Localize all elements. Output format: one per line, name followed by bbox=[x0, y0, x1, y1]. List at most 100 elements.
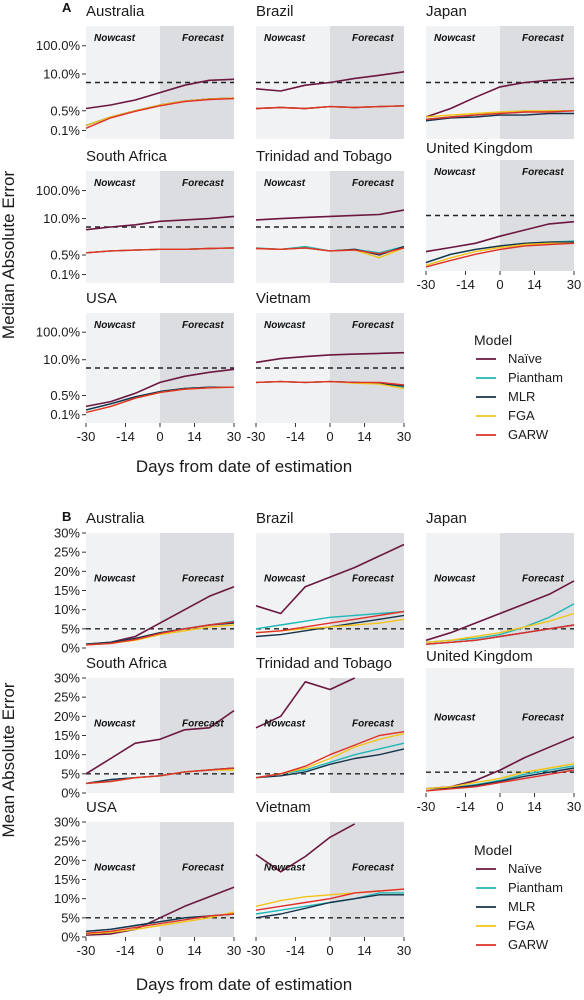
x-tick-label: 14 bbox=[527, 277, 541, 292]
section-label: A bbox=[62, 0, 72, 15]
y-tick-label: 0% bbox=[61, 930, 80, 945]
forecast-label: Forecast bbox=[352, 320, 394, 331]
nowcast-label: Nowcast bbox=[94, 178, 136, 189]
legend-label: MLR bbox=[508, 389, 535, 404]
series-line-garw bbox=[255, 610, 405, 634]
panel-south-africa bbox=[85, 709, 235, 785]
x-tick-label: 0 bbox=[496, 799, 503, 814]
y-tick-label: 0.1% bbox=[50, 407, 80, 422]
series-line-garw bbox=[255, 888, 405, 911]
forecast-shade bbox=[330, 822, 404, 937]
nowcast-label: Nowcast bbox=[264, 718, 306, 729]
forecast-label: Forecast bbox=[352, 33, 394, 44]
y-tick-label: 100.0% bbox=[36, 38, 81, 53]
x-tick-label: 14 bbox=[527, 799, 541, 814]
forecast-label: Forecast bbox=[352, 862, 394, 873]
legend-title: Model bbox=[474, 332, 512, 348]
panel-title: Australia bbox=[86, 3, 145, 20]
legend-label: Piantham bbox=[508, 880, 563, 895]
x-tick-label: 14 bbox=[187, 943, 201, 958]
series-line-mlr bbox=[425, 241, 574, 264]
x-axis-title: Days from date of estimation bbox=[136, 457, 352, 476]
y-tick-label: 10.0% bbox=[43, 66, 80, 81]
panel-united-kingdom bbox=[425, 736, 575, 792]
series-line-garw bbox=[85, 621, 235, 646]
series-line-garw bbox=[425, 110, 575, 120]
series-line-mlr bbox=[425, 112, 574, 122]
x-tick-label: 30 bbox=[567, 799, 581, 814]
forecast-label: Forecast bbox=[182, 33, 224, 44]
y-tick-label: 10.0% bbox=[43, 352, 80, 367]
nowcast-label: Nowcast bbox=[434, 573, 476, 584]
nowcast-shade bbox=[86, 678, 160, 793]
forecast-label: Forecast bbox=[182, 718, 224, 729]
panel-title: South Africa bbox=[86, 655, 168, 672]
panel-title: United Kingdom bbox=[426, 140, 533, 157]
y-tick-label: 0% bbox=[61, 641, 80, 656]
legend-label: Naïve bbox=[508, 861, 542, 876]
y-tick-label: 0.5% bbox=[50, 388, 80, 403]
section-label: B bbox=[62, 509, 71, 524]
x-tick-label: 0 bbox=[156, 943, 163, 958]
x-tick-label: 30 bbox=[567, 277, 581, 292]
nowcast-label: Nowcast bbox=[434, 167, 476, 178]
legend-label: GARW bbox=[508, 937, 549, 952]
panel-japan bbox=[425, 580, 575, 645]
series-line-garw bbox=[85, 913, 235, 934]
legend-label: FGA bbox=[508, 918, 535, 933]
panel-australia bbox=[85, 78, 235, 129]
forecast-label: Forecast bbox=[182, 573, 224, 584]
x-tick-label: -14 bbox=[116, 429, 135, 444]
panel-united-kingdom bbox=[425, 214, 575, 268]
panel-usa bbox=[85, 886, 235, 936]
series-line-mlr bbox=[255, 748, 405, 779]
nowcast-label: Nowcast bbox=[94, 33, 136, 44]
series-line-naive bbox=[85, 886, 235, 936]
y-tick-label: 10.0% bbox=[43, 211, 80, 226]
legend-label: GARW bbox=[508, 427, 549, 442]
y-tick-label: 15% bbox=[54, 728, 80, 743]
forecast-label: Forecast bbox=[522, 167, 564, 178]
forecast-label: Forecast bbox=[182, 320, 224, 331]
series-line-naive bbox=[85, 368, 235, 408]
y-tick-label: 30% bbox=[54, 526, 80, 541]
legend-label: Naïve bbox=[508, 351, 542, 366]
nowcast-label: Nowcast bbox=[264, 178, 306, 189]
nowcast-label: Nowcast bbox=[94, 573, 136, 584]
series-line-naive bbox=[85, 709, 235, 775]
y-tick-label: 5% bbox=[61, 766, 80, 781]
panel-japan bbox=[425, 77, 575, 122]
series-line-garw bbox=[85, 247, 235, 254]
series-line-mlr bbox=[425, 767, 575, 790]
panel-title: Brazil bbox=[256, 510, 294, 527]
series-line-fga bbox=[425, 612, 575, 643]
series-line-naive bbox=[85, 78, 235, 110]
nowcast-label: Nowcast bbox=[94, 320, 136, 331]
panel-title: Trinidad and Tobago bbox=[256, 655, 392, 672]
x-tick-label: -30 bbox=[77, 943, 96, 958]
y-axis-title: Mean Absolute Error bbox=[0, 682, 18, 837]
x-tick-label: -14 bbox=[286, 943, 305, 958]
panel-title: USA bbox=[86, 290, 117, 307]
x-tick-label: 0 bbox=[156, 429, 163, 444]
panel-australia bbox=[85, 585, 235, 646]
nowcast-label: Nowcast bbox=[94, 718, 136, 729]
x-tick-label: 14 bbox=[357, 429, 371, 444]
x-tick-label: -30 bbox=[247, 943, 266, 958]
panel-title: South Africa bbox=[86, 148, 168, 165]
y-tick-label: 10% bbox=[54, 602, 80, 617]
nowcast-shade bbox=[256, 822, 330, 937]
x-tick-label: 0 bbox=[326, 943, 333, 958]
series-line-naive bbox=[255, 823, 356, 873]
nowcast-shade bbox=[426, 533, 500, 648]
series-line-naive bbox=[255, 209, 405, 221]
legend-title: Model bbox=[474, 842, 512, 858]
series-line-naive bbox=[425, 220, 575, 253]
panel-title: Vietnam bbox=[256, 799, 311, 816]
panel-brazil bbox=[255, 71, 405, 110]
forecast-label: Forecast bbox=[182, 178, 224, 189]
series-line-piantham bbox=[255, 610, 405, 630]
x-tick-label: -14 bbox=[456, 277, 475, 292]
series-line-naive bbox=[425, 580, 575, 642]
